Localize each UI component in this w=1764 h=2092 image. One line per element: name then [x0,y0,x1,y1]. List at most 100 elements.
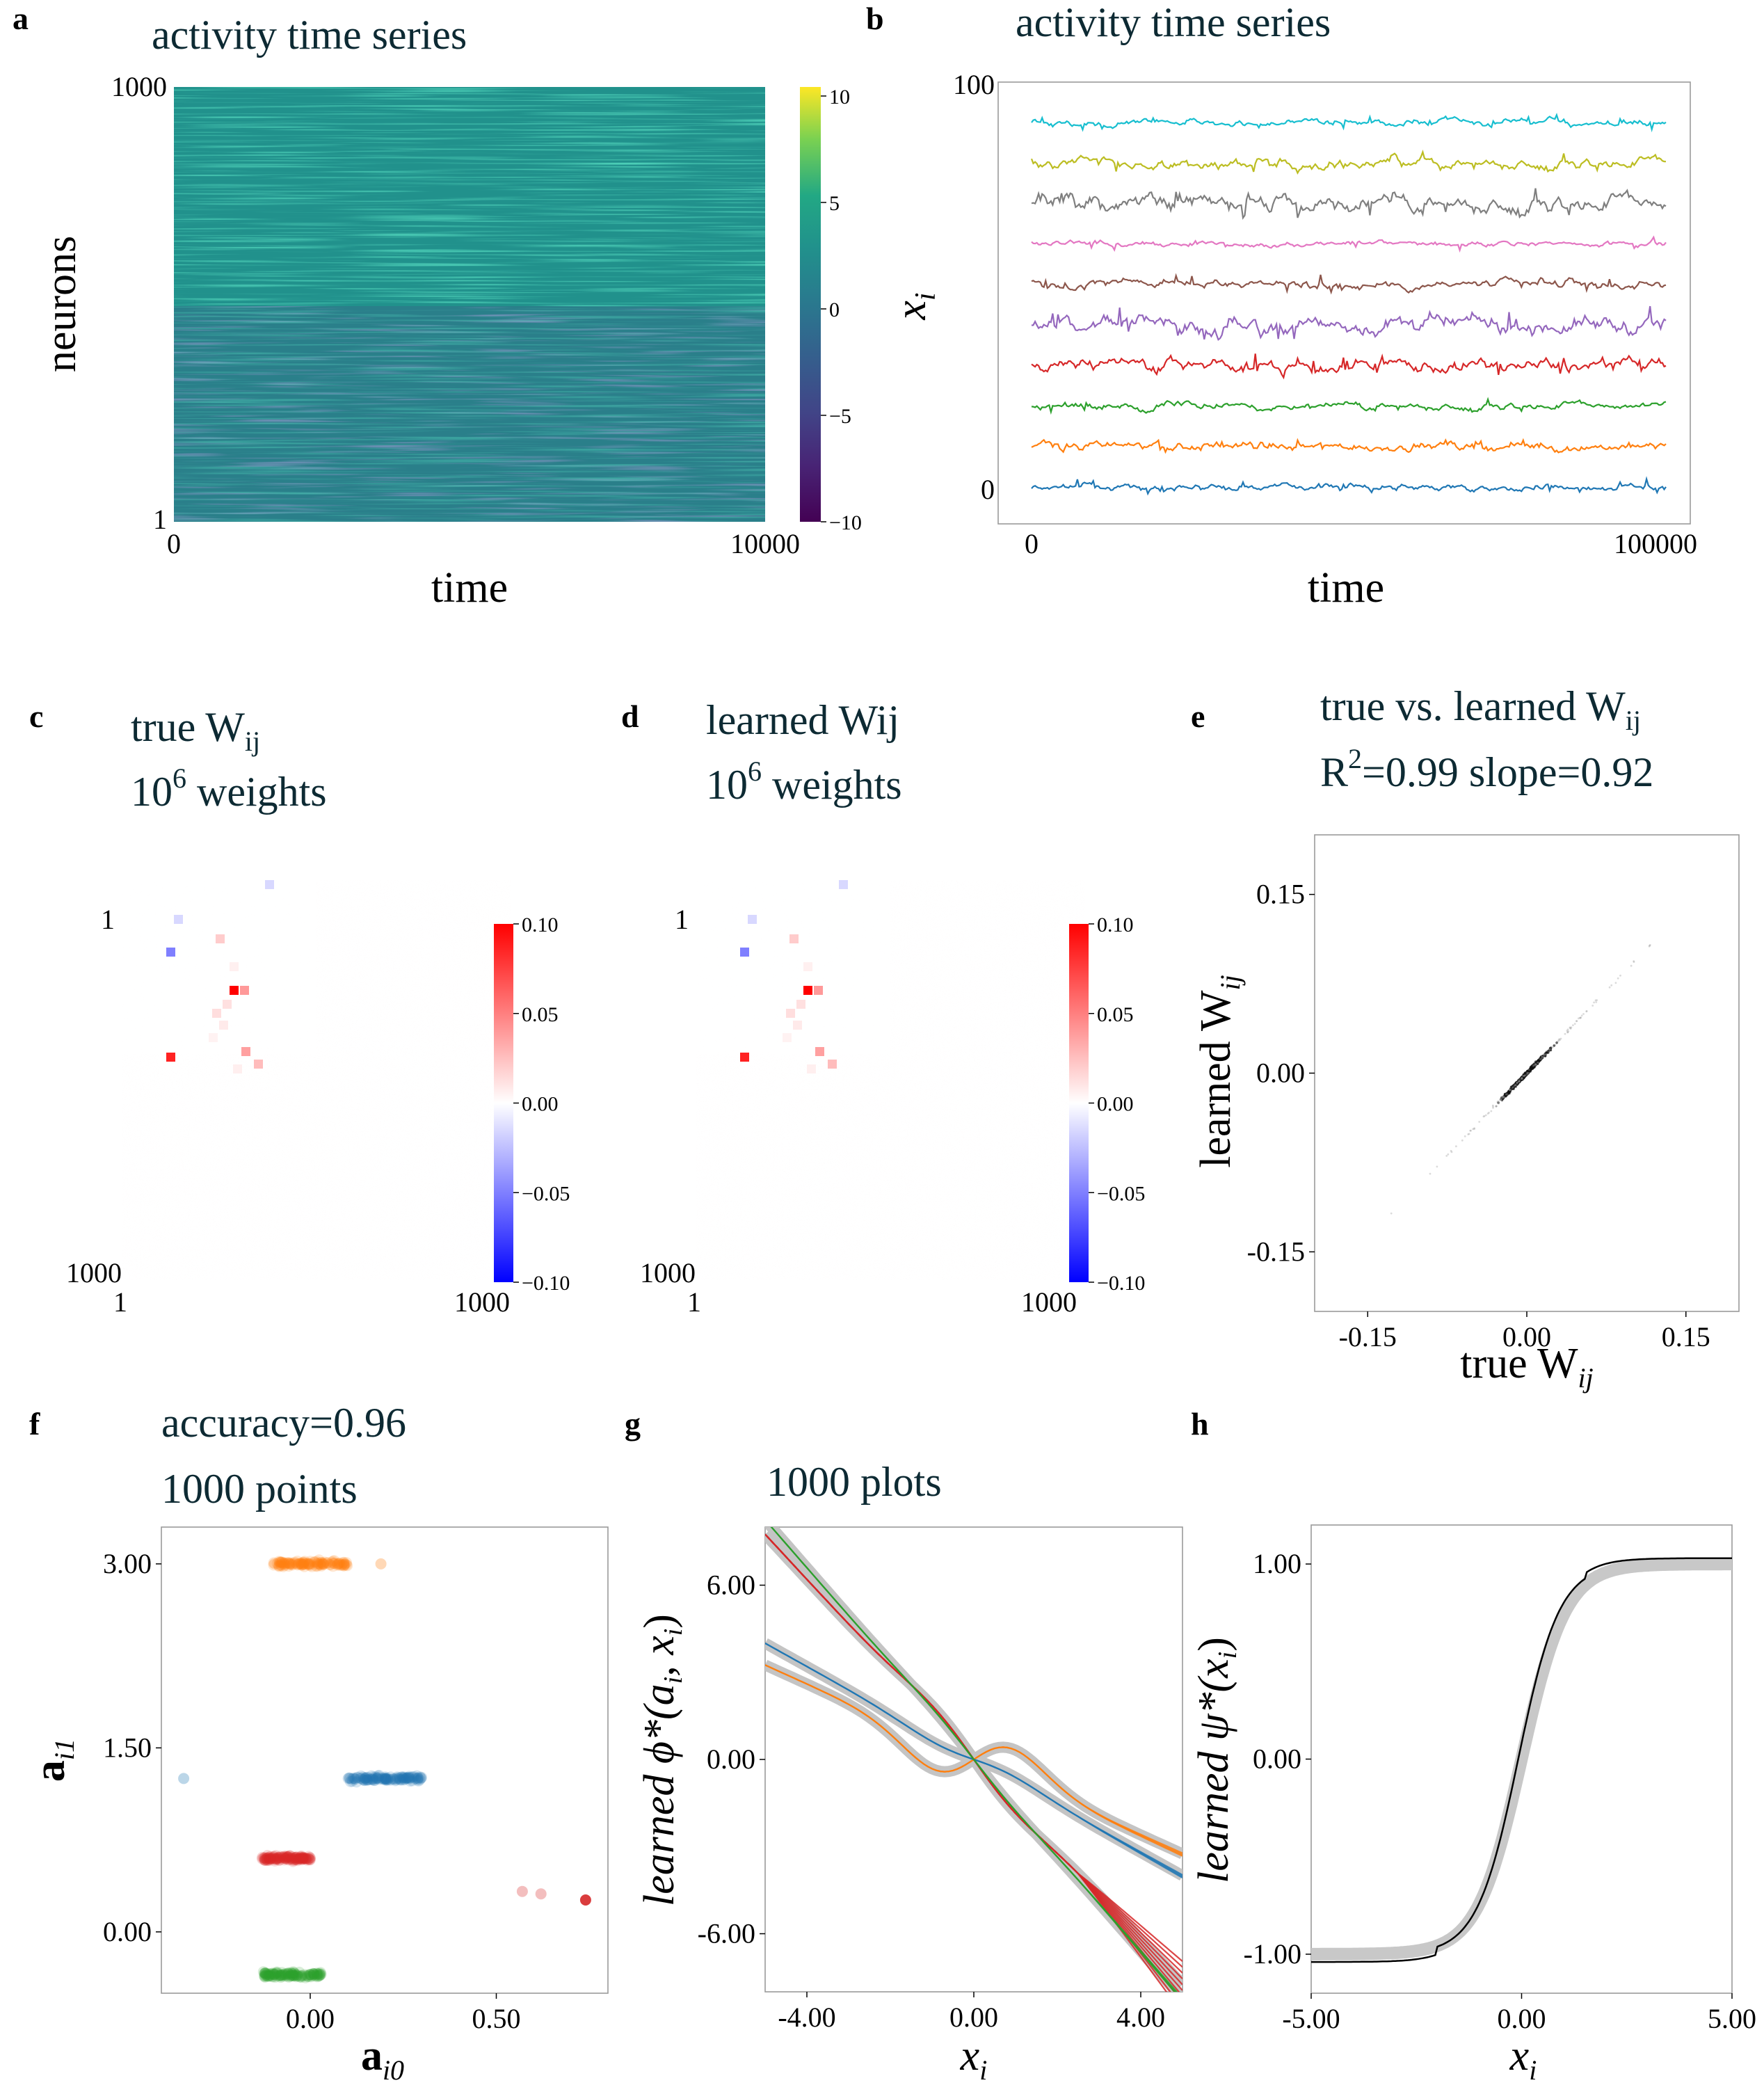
scatter-point [334,1557,346,1569]
scatter-point [1649,944,1651,946]
true-function-line [1311,1558,1732,1961]
scatter-point [1579,1016,1582,1019]
tick-label: 100000 [1614,528,1697,559]
scatter-point [271,1558,283,1570]
scatter-point [271,1967,282,1979]
scatter-point [1484,1114,1487,1117]
panel-h-label: h [1191,1406,1209,1442]
scatter-point [1518,1080,1521,1084]
scatter-point [1570,1026,1573,1029]
scatter-point [259,1967,271,1979]
scatter-point [333,1558,345,1570]
scatter-point [270,1971,282,1983]
scatter-point [303,1853,314,1865]
panel-f: f accuracy=0.96 1000 points 0.00 0.50 3.00… [26,1400,609,2086]
scatter-point [355,1773,367,1784]
scatter-point [396,1774,408,1786]
scatter-point [303,1853,315,1865]
colorbar-tick-label: 5 [829,192,840,215]
scatter-point [281,1851,293,1862]
scatter-point [1527,1072,1529,1074]
scatter-point [338,1560,350,1572]
scatter-point [273,1560,284,1572]
scatter-point [264,1970,276,1981]
scatter-point [280,1853,291,1865]
panel-f-title-line1: accuracy=0.96 [161,1400,406,1446]
scatter-point [1532,1066,1535,1069]
scatter-point [300,1853,312,1865]
panel-a: a activity time series 1000 1 0 10000 ti… [13,1,862,612]
series-line [1031,476,1667,496]
scatter-point [312,1968,323,1980]
scatter-point [298,1558,310,1570]
scatter-point [332,1558,344,1570]
scatter-point [361,1774,373,1786]
scatter-point [1502,1096,1505,1099]
scatter-point [322,1557,333,1569]
scatter-point [283,1853,295,1865]
scatter-point [289,1556,300,1568]
plot-area [765,1527,1182,1992]
scatter-point [1511,1087,1514,1089]
scatter-point [1517,1080,1520,1083]
scatter-point [291,1853,302,1865]
scatter-point [294,1558,305,1570]
scatter-point [291,1851,303,1863]
scatter-point [332,1558,344,1570]
tick-label: 0 [981,474,995,505]
panel-c: c true Wij 106 weights 1 1000 1 1000 0.1… [29,698,570,1318]
panel-d-label: d [621,698,639,734]
scatter-point [291,1970,303,1981]
scatter-point [321,1557,333,1569]
scatter-point [1521,1078,1523,1080]
y-axis-label: learned Wij [1192,975,1246,1168]
scatter-point [404,1772,415,1784]
scatter-point [264,1968,275,1980]
scatter-point [371,1773,383,1784]
scatter-point [1486,1112,1489,1115]
scatter-point [1543,1053,1546,1055]
axis-ticks: -0.15 0.00 0.15 0.15 0.00 -0.15 [1247,879,1710,1352]
scatter-point [268,1852,280,1864]
scatter-point [289,1851,301,1863]
scatter-point [1555,1041,1558,1043]
scatter-point [283,1557,294,1569]
weight-cell [209,1033,218,1042]
scatter-point [399,1772,410,1784]
scatter-point [304,1852,316,1864]
scatter-point [380,1773,392,1785]
weight-cell [740,948,749,957]
weight-cell [219,1021,228,1030]
x-tick-label: 0.50 [472,2003,521,2034]
scatter-point [301,1854,313,1866]
scatter-point [328,1558,339,1569]
scatter-point [308,1968,320,1979]
scatter-point [259,1970,271,1981]
scatter-point [1497,1101,1500,1104]
scatter-point [298,1556,310,1568]
scatter-point [285,1967,297,1979]
scatter-point [301,1558,313,1570]
weight-cell [223,1000,232,1009]
scatter-point [273,1854,285,1866]
scatter-point [283,1971,295,1983]
scatter-point [1569,1026,1571,1029]
plot-frame [161,1526,609,1994]
scatter-point [281,1970,293,1982]
scatter-point [1543,1055,1545,1057]
scatter-point [398,1771,410,1783]
scatter-point [257,1851,268,1863]
scatter-point [400,1773,412,1784]
scatter-point [1472,1128,1475,1131]
scatter-points [178,1554,591,1983]
scatter-point [1552,1046,1555,1048]
scatter-point [290,1558,302,1570]
scatter-point [282,1854,294,1866]
panel-e-title-line2: R2=0.99 slope=0.92 [1320,743,1653,795]
scatter-point [293,1853,304,1865]
scatter-point [259,1852,271,1864]
scatter-point [273,1557,285,1568]
scatter-point [351,1776,362,1788]
scatter-point [412,1775,424,1787]
scatter-point [379,1773,391,1785]
